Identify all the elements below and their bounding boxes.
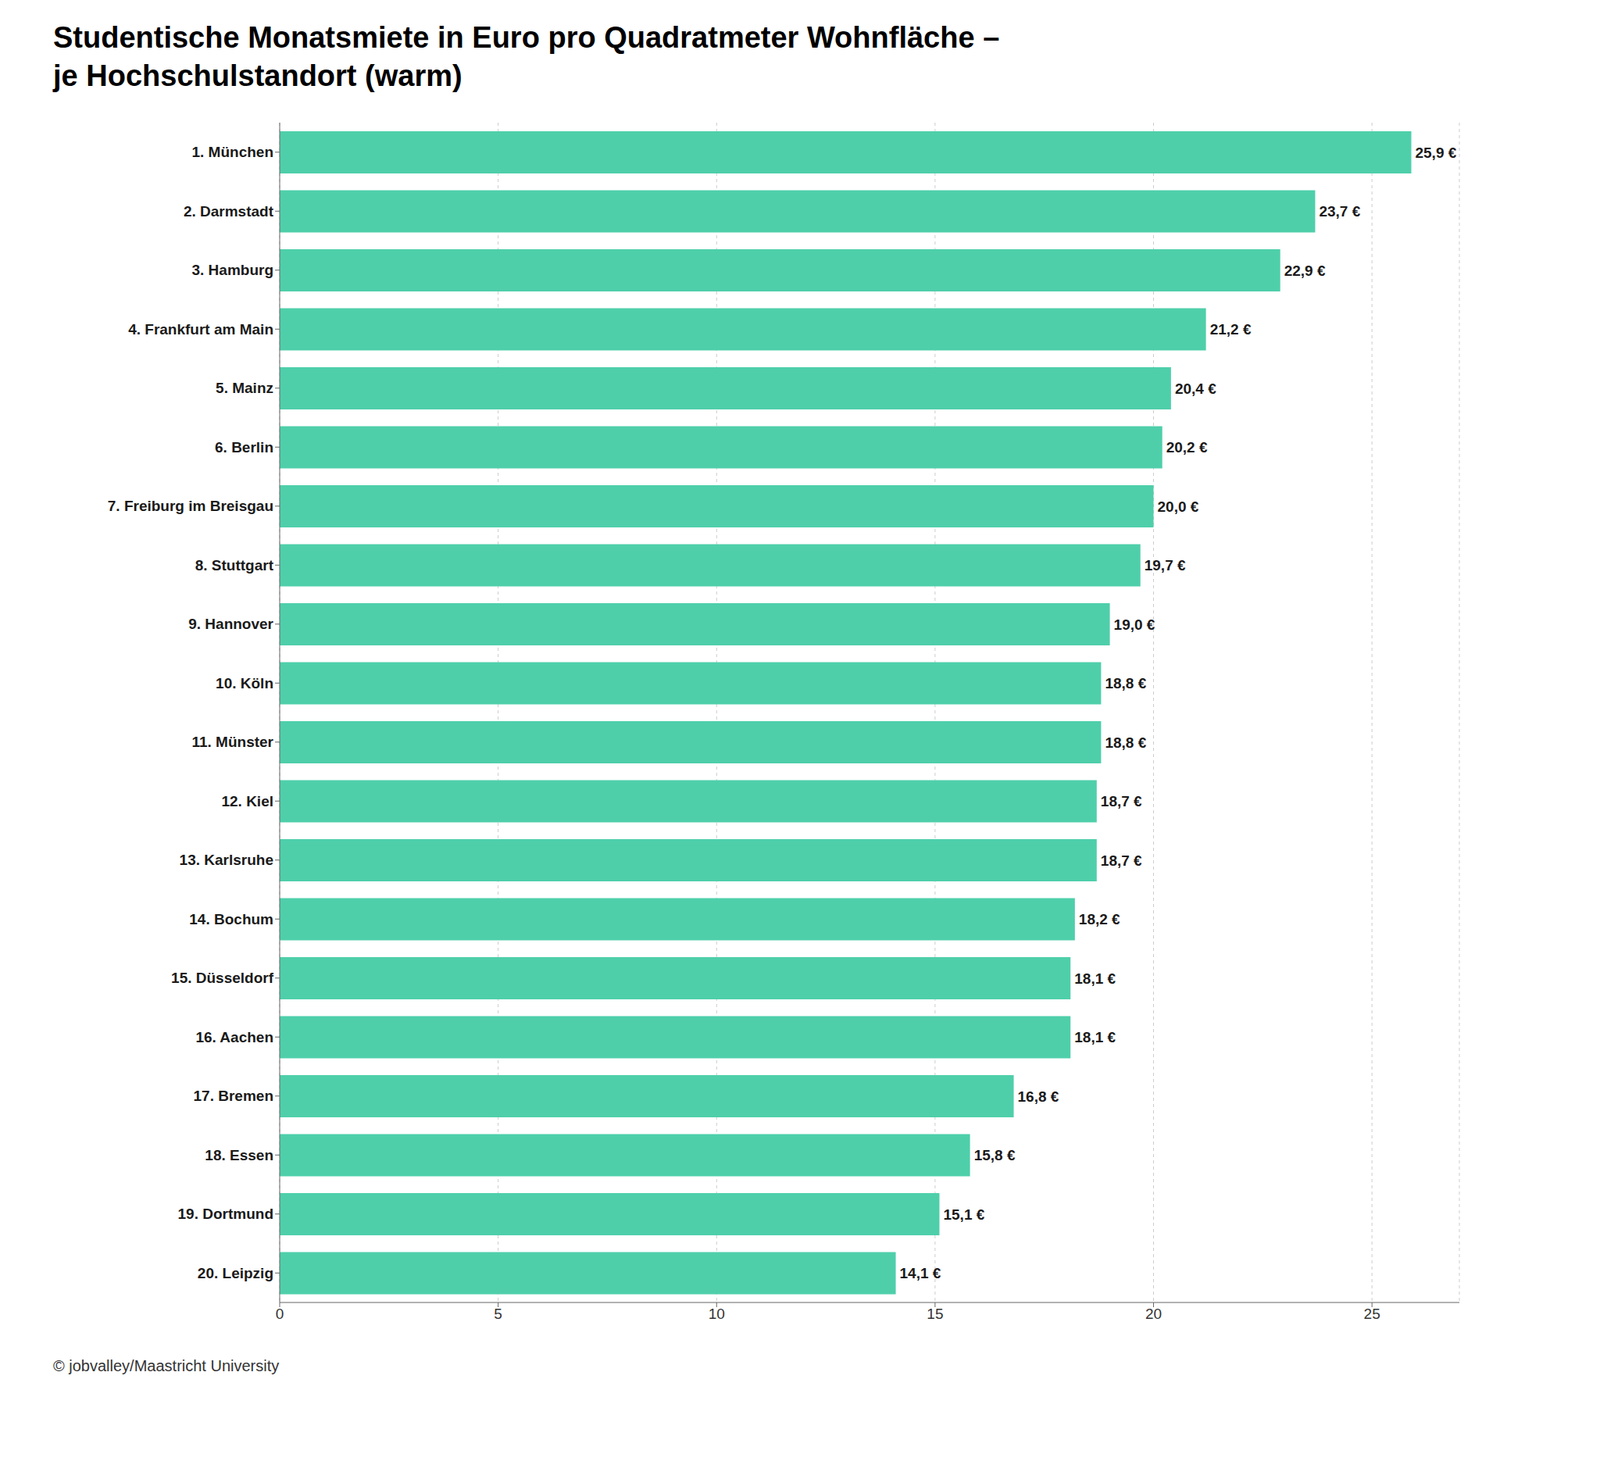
svg-text:1. München: 1. München (191, 143, 274, 161)
svg-text:5: 5 (493, 1305, 503, 1322)
svg-text:19. Dortmund: 19. Dortmund (178, 1205, 274, 1222)
svg-text:19,7 €: 19,7 € (1144, 557, 1186, 574)
svg-text:25: 25 (1364, 1305, 1381, 1322)
svg-text:22,9 €: 22,9 € (1284, 262, 1326, 279)
svg-text:11. Münster: 11. Münster (191, 733, 274, 750)
svg-text:20: 20 (1145, 1305, 1162, 1322)
svg-text:10. Köln: 10. Köln (215, 675, 274, 692)
svg-text:18,1 €: 18,1 € (1074, 1028, 1116, 1046)
svg-text:16. Aachen: 16. Aachen (195, 1028, 274, 1046)
svg-text:18. Essen: 18. Essen (204, 1146, 274, 1164)
svg-text:10: 10 (708, 1305, 725, 1322)
svg-text:20,0 €: 20,0 € (1157, 498, 1200, 515)
svg-text:25,9 €: 25,9 € (1414, 144, 1457, 161)
svg-text:20,4 €: 20,4 € (1175, 380, 1217, 397)
svg-text:18,2 €: 18,2 € (1078, 910, 1121, 928)
svg-text:19,0 €: 19,0 € (1114, 616, 1156, 633)
svg-text:15,8 €: 15,8 € (974, 1146, 1016, 1164)
svg-text:8. Stuttgart: 8. Stuttgart (195, 557, 275, 574)
svg-text:18,7 €: 18,7 € (1100, 792, 1143, 810)
svg-text:18,8 €: 18,8 € (1104, 675, 1147, 692)
svg-text:18,8 €: 18,8 € (1104, 734, 1147, 751)
svg-text:9. Hannover: 9. Hannover (188, 615, 274, 633)
svg-text:13. Karlsruhe: 13. Karlsruhe (179, 851, 274, 868)
html-text:je Hochschulstandort (warm): je Hochschulstandort (warm) (53, 59, 463, 93)
svg-text:6. Berlin: 6. Berlin (214, 439, 274, 456)
svg-text:16,8 €: 16,8 € (1017, 1088, 1060, 1105)
html-text:Studentische Monatsmiete in Eu: Studentische Monatsmiete in Euro pro Qua… (53, 21, 1000, 54)
svg-text:12. Kiel: 12. Kiel (221, 792, 274, 810)
svg-text:0: 0 (275, 1305, 285, 1322)
svg-text:18,1 €: 18,1 € (1074, 970, 1116, 987)
svg-text:17. Bremen: 17. Bremen (193, 1087, 274, 1104)
svg-text:7. Freiburg im Breisgau: 7. Freiburg im Breisgau (107, 497, 274, 515)
svg-text:18,7 €: 18,7 € (1100, 852, 1143, 869)
svg-text:20. Leipzig: 20. Leipzig (197, 1264, 274, 1282)
svg-text:15: 15 (926, 1305, 943, 1322)
svg-text:2. Darmstadt: 2. Darmstadt (183, 203, 275, 220)
html-text:© jobvalley/Maastricht Univers: © jobvalley/Maastricht University (53, 1356, 280, 1375)
svg-text:15,1 €: 15,1 € (942, 1206, 985, 1223)
svg-text:14,1 €: 14,1 € (900, 1264, 942, 1282)
svg-text:14. Bochum: 14. Bochum (189, 910, 274, 928)
svg-text:23,7 €: 23,7 € (1318, 203, 1361, 220)
svg-text:5. Mainz: 5. Mainz (215, 379, 274, 397)
svg-text:20,2 €: 20,2 € (1166, 439, 1208, 456)
svg-text:4. Frankfurt am Main: 4. Frankfurt am Main (128, 321, 274, 338)
svg-text:3. Hamburg: 3. Hamburg (191, 261, 274, 279)
svg-text:21,2 €: 21,2 € (1210, 321, 1252, 338)
svg-text:15. Düsseldorf: 15. Düsseldorf (171, 969, 275, 986)
